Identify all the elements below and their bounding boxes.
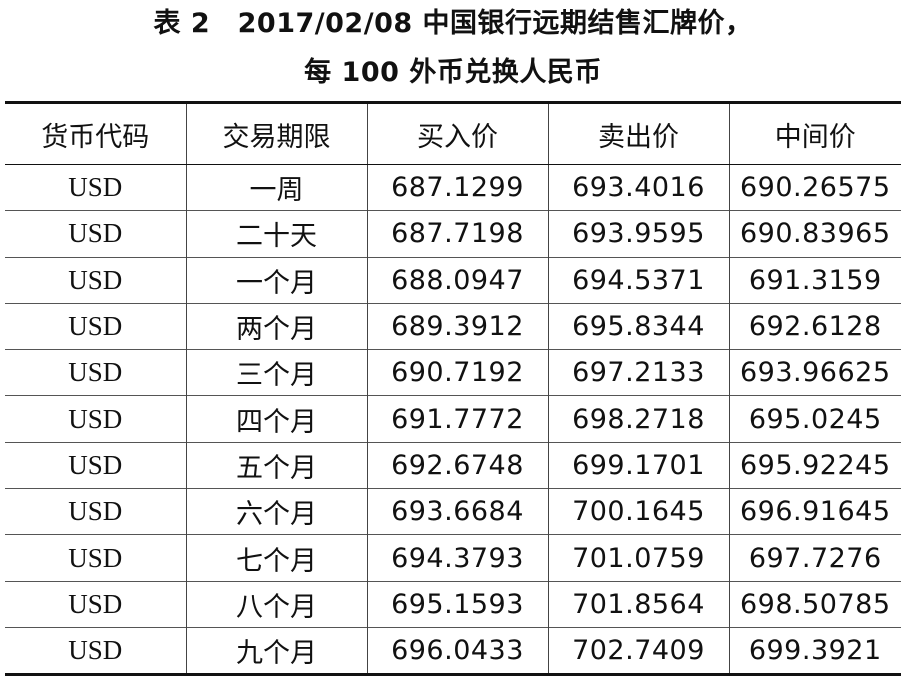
mid-price-cell: 691.3159 bbox=[728, 256, 901, 304]
forward-rate-table: 货币代码 交易期限 买入价 卖出价 中间价 USD 一周 687.1299 693.4… bbox=[5, 101, 901, 676]
table-row: USD 两个月 689.3912 695.8344 692.6128 bbox=[5, 302, 901, 350]
table-row: USD 九个月 696.0433 702.7409 699.3921 bbox=[5, 626, 901, 675]
mid-price-cell: 693.96625 bbox=[728, 349, 901, 396]
currency-code-cell: USD bbox=[5, 580, 187, 628]
sell-price-cell: 695.8344 bbox=[547, 302, 730, 350]
term-cell: 一个月 bbox=[185, 256, 368, 304]
currency-code-cell: USD bbox=[5, 441, 187, 489]
buy-price-cell: 690.7192 bbox=[366, 349, 549, 396]
term-cell: 九个月 bbox=[185, 626, 368, 675]
term-cell: 六个月 bbox=[185, 488, 368, 535]
currency-code-cell: USD bbox=[5, 302, 187, 350]
table-row: USD 一个月 688.0947 694.5371 691.3159 bbox=[5, 256, 901, 304]
buy-price-cell: 691.7772 bbox=[366, 395, 549, 443]
mid-price-cell: 690.83965 bbox=[728, 210, 901, 258]
term-cell: 二十天 bbox=[185, 210, 368, 258]
term-cell: 八个月 bbox=[185, 580, 368, 628]
currency-code-cell: USD bbox=[5, 626, 187, 675]
header-term: 交易期限 bbox=[185, 102, 368, 165]
header-buy-price: 买入价 bbox=[366, 102, 549, 165]
sell-price-cell: 693.9595 bbox=[547, 210, 730, 258]
currency-code-cell: USD bbox=[5, 488, 187, 535]
sell-price-cell: 698.2718 bbox=[547, 395, 730, 443]
table-row: USD 六个月 693.6684 700.1645 696.91645 bbox=[5, 488, 901, 535]
mid-price-cell: 697.7276 bbox=[728, 534, 901, 582]
buy-price-cell: 694.3793 bbox=[366, 534, 549, 582]
table-body: USD 一周 687.1299 693.4016 690.26575 USD 二十天 687.… bbox=[5, 164, 901, 675]
sell-price-cell: 700.1645 bbox=[547, 488, 730, 535]
buy-price-cell: 695.1593 bbox=[366, 580, 549, 628]
buy-price-cell: 696.0433 bbox=[366, 626, 549, 675]
mid-price-cell: 696.91645 bbox=[728, 488, 901, 535]
sell-price-cell: 702.7409 bbox=[547, 626, 730, 675]
mid-price-cell: 695.92245 bbox=[728, 441, 901, 489]
table-title-line-2: 每 100 外币兑换人民币 bbox=[304, 57, 602, 88]
buy-price-cell: 689.3912 bbox=[366, 302, 549, 350]
mid-price-cell: 695.0245 bbox=[728, 395, 901, 443]
currency-code-cell: USD bbox=[5, 349, 187, 396]
buy-price-cell: 693.6684 bbox=[366, 488, 549, 535]
table-title-line-1: 表 2 2017/02/08 中国银行远期结售汇牌价， bbox=[153, 8, 753, 39]
currency-code-cell: USD bbox=[5, 210, 187, 258]
table-row: USD 五个月 692.6748 699.1701 695.92245 bbox=[5, 441, 901, 489]
mid-price-cell: 698.50785 bbox=[728, 580, 901, 628]
term-cell: 七个月 bbox=[185, 534, 368, 582]
table-row: USD 四个月 691.7772 698.2718 695.0245 bbox=[5, 395, 901, 443]
sell-price-cell: 701.0759 bbox=[547, 534, 730, 582]
table-row: USD 七个月 694.3793 701.0759 697.7276 bbox=[5, 534, 901, 582]
header-mid-price: 中间价 bbox=[728, 102, 901, 165]
buy-price-cell: 687.1299 bbox=[366, 164, 549, 211]
table-row: USD 一周 687.1299 693.4016 690.26575 bbox=[5, 164, 901, 211]
sell-price-cell: 694.5371 bbox=[547, 256, 730, 304]
header-currency-code: 货币代码 bbox=[5, 102, 187, 165]
sell-price-cell: 693.4016 bbox=[547, 164, 730, 211]
mid-price-cell: 692.6128 bbox=[728, 302, 901, 350]
term-cell: 两个月 bbox=[185, 302, 368, 350]
table-row: USD 三个月 690.7192 697.2133 693.96625 bbox=[5, 349, 901, 396]
sell-price-cell: 701.8564 bbox=[547, 580, 730, 628]
sell-price-cell: 697.2133 bbox=[547, 349, 730, 396]
sell-price-cell: 699.1701 bbox=[547, 441, 730, 489]
currency-code-cell: USD bbox=[5, 395, 187, 443]
term-cell: 五个月 bbox=[185, 441, 368, 489]
table-row: USD 二十天 687.7198 693.9595 690.83965 bbox=[5, 210, 901, 258]
currency-code-cell: USD bbox=[5, 534, 187, 582]
table-row: USD 八个月 695.1593 701.8564 698.50785 bbox=[5, 580, 901, 628]
mid-price-cell: 690.26575 bbox=[728, 164, 901, 211]
buy-price-cell: 692.6748 bbox=[366, 441, 549, 489]
table-header-row: 货币代码 交易期限 买入价 卖出价 中间价 bbox=[5, 102, 901, 165]
term-cell: 三个月 bbox=[185, 349, 368, 396]
buy-price-cell: 688.0947 bbox=[366, 256, 549, 304]
buy-price-cell: 687.7198 bbox=[366, 210, 549, 258]
term-cell: 四个月 bbox=[185, 395, 368, 443]
currency-code-cell: USD bbox=[5, 256, 187, 304]
mid-price-cell: 699.3921 bbox=[728, 626, 901, 675]
currency-code-cell: USD bbox=[5, 164, 187, 211]
header-sell-price: 卖出价 bbox=[547, 102, 730, 165]
term-cell: 一周 bbox=[185, 164, 368, 211]
